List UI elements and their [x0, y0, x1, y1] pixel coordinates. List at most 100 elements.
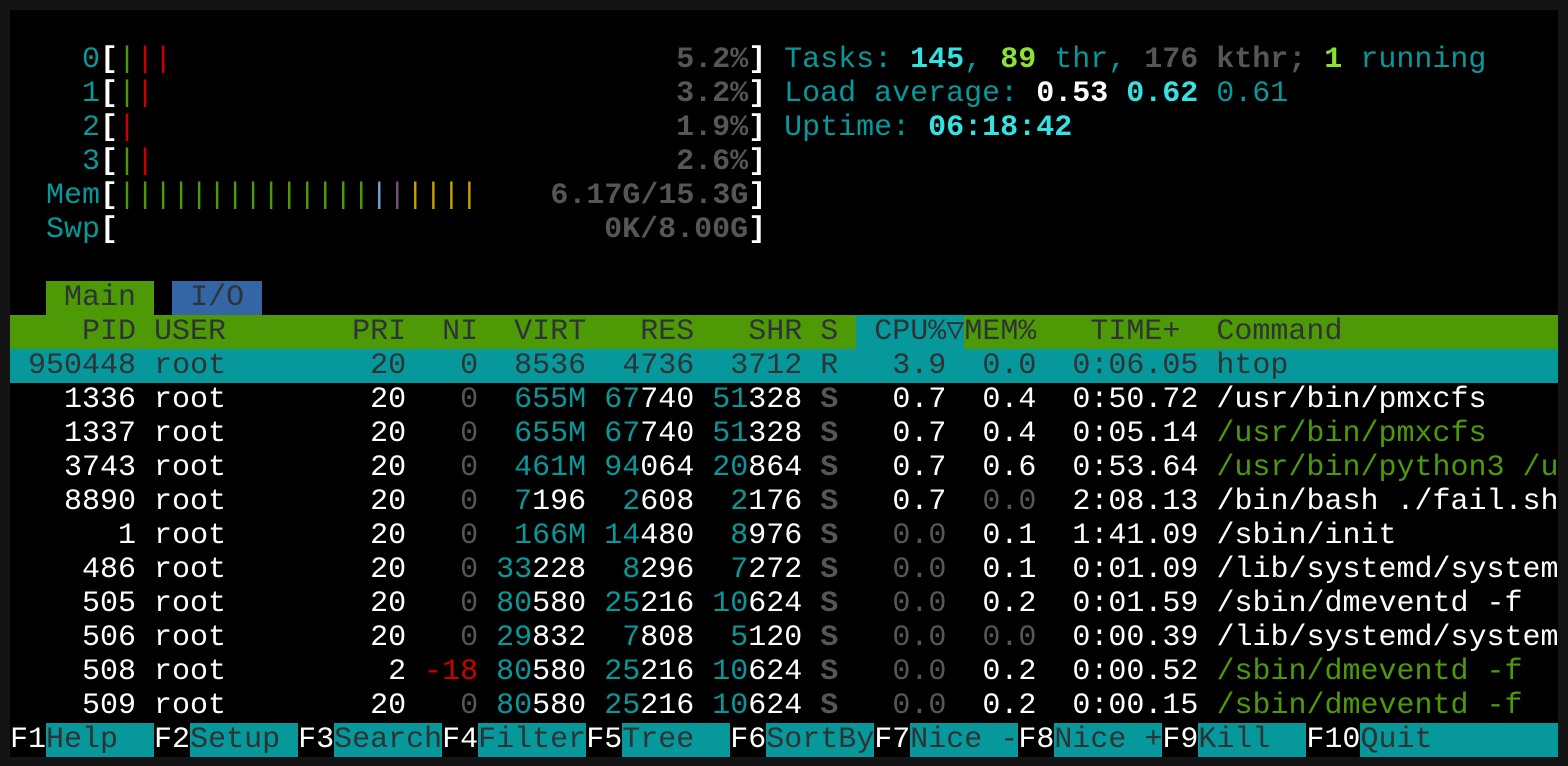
- process-row[interactable]: 1 root 20 0 166M 14480 8976 S 0.0 0.1 1:…: [10, 519, 1396, 553]
- spacer: [406, 553, 460, 587]
- meter-value: 1.9%: [676, 111, 749, 145]
- process-shr: 328: [748, 417, 803, 451]
- column-ni[interactable]: NI: [442, 315, 479, 349]
- spacer: [586, 485, 622, 519]
- process-row[interactable]: 3743 root 20 0 461M 94064 20864 S 0.7 0.…: [10, 451, 1558, 485]
- spacer: [1198, 519, 1216, 553]
- spacer: [802, 417, 820, 451]
- process-pid: 486: [82, 553, 137, 587]
- process-virt-high: 29: [496, 621, 533, 655]
- column-shr[interactable]: SHR: [748, 315, 803, 349]
- process-mem: 0.1: [982, 519, 1037, 553]
- spacer: [838, 451, 892, 485]
- column-header: PID USER PRI NI VIRT RES SHR S CPU%▽MEM%…: [10, 315, 1558, 349]
- process-state: S: [820, 655, 839, 689]
- spacer: [10, 621, 82, 655]
- spacer: [136, 689, 154, 723]
- process-shr-high: 20: [712, 451, 749, 485]
- spacer: [946, 587, 982, 621]
- footer-quit-button[interactable]: F10Quit: [1306, 723, 1558, 757]
- spacer: [10, 553, 82, 587]
- uptime: Uptime: 06:18:42: [10, 111, 1072, 145]
- process-row[interactable]: 8890 root 20 0 7196 2608 2176 S 0.7 0.0 …: [10, 485, 1558, 519]
- bracket: [: [100, 145, 119, 179]
- spacer: [478, 315, 515, 349]
- process-virt: 166M: [514, 519, 587, 553]
- tab-io[interactable]: I/O: [172, 281, 263, 315]
- process-cpu: 0.0: [892, 689, 947, 723]
- spacer: [1036, 349, 1073, 383]
- spacer: [694, 383, 712, 417]
- column-res[interactable]: RES: [640, 315, 695, 349]
- process-mem: 0.4: [982, 383, 1037, 417]
- footer-nice-button[interactable]: F7Nice -: [874, 723, 1019, 757]
- process-time: 0:50.72: [1072, 383, 1199, 417]
- footer-setup-button[interactable]: F2Setup: [154, 723, 299, 757]
- process-row[interactable]: 1336 root 20 0 655M 67740 51328 S 0.7 0.…: [10, 383, 1486, 417]
- spacer: [1036, 587, 1072, 621]
- spacer: [946, 519, 982, 553]
- spacer: [10, 179, 46, 213]
- column-pid[interactable]: PID: [82, 315, 137, 349]
- column-pri[interactable]: PRI: [352, 315, 407, 349]
- process-row[interactable]: 950448 root 20 0 8536 4736 3712 R 3.9 0.…: [10, 349, 1558, 383]
- column-command[interactable]: Command: [1216, 315, 1343, 349]
- process-shr: 624: [748, 689, 803, 723]
- process-virt: 580: [532, 655, 587, 689]
- process-row[interactable]: 506 root 20 0 29832 7808 5120 S 0.0 0.0 …: [10, 621, 1558, 655]
- process-row[interactable]: 486 root 20 0 33228 8296 7272 S 0.0 0.1 …: [10, 553, 1558, 587]
- spacer: [478, 451, 514, 485]
- spacer: [1198, 553, 1216, 587]
- load-5min: 0.62: [1126, 77, 1199, 111]
- column-mem[interactable]: MEM%: [964, 315, 1037, 349]
- process-res-high: 94: [604, 451, 641, 485]
- process-nice: 0: [460, 417, 479, 451]
- column-user[interactable]: USER: [154, 315, 227, 349]
- spacer: [1036, 315, 1091, 349]
- column-virt[interactable]: VIRT: [514, 315, 587, 349]
- process-res: 4736: [622, 349, 695, 383]
- function-key: F1: [10, 723, 47, 757]
- meter-bar-segment: |: [136, 77, 155, 111]
- running-label: running: [1342, 43, 1487, 77]
- spacer: [478, 621, 496, 655]
- bracket: ]: [748, 77, 767, 111]
- sep: ,: [964, 43, 1001, 77]
- process-shr: 864: [748, 451, 803, 485]
- footer-tree-button[interactable]: F5Tree: [586, 723, 731, 757]
- spacer: [478, 417, 514, 451]
- process-virt: 655M: [514, 417, 587, 451]
- process-pid: 508: [82, 655, 137, 689]
- bracket: ]: [748, 145, 767, 179]
- sep: [1198, 77, 1216, 111]
- tab-main[interactable]: Main: [46, 281, 155, 315]
- spacer: [1036, 485, 1072, 519]
- process-priority: 20: [370, 451, 407, 485]
- spacer: [154, 145, 676, 179]
- sort-desc-icon: ▽: [946, 315, 965, 349]
- footer-kill-button[interactable]: F9Kill: [1162, 723, 1307, 757]
- process-virt-high: 80: [496, 655, 533, 689]
- process-pid: 505: [82, 587, 137, 621]
- footer-help-button[interactable]: F1Help: [10, 723, 155, 757]
- spacer: [478, 689, 496, 723]
- footer-sortby-button[interactable]: F6SortBy: [730, 723, 875, 757]
- process-row[interactable]: 505 root 20 0 80580 25216 10624 S 0.0 0.…: [10, 587, 1522, 621]
- footer-filter-button[interactable]: F4Filter: [442, 723, 587, 757]
- footer-nice-button[interactable]: F8Nice +: [1018, 723, 1163, 757]
- spacer: [946, 417, 982, 451]
- column-time[interactable]: TIME+: [1090, 315, 1181, 349]
- footer-search-button[interactable]: F3Search: [298, 723, 443, 757]
- process-user: root: [154, 451, 227, 485]
- spacer: [694, 553, 730, 587]
- process-row[interactable]: 508 root 2 -18 80580 25216 10624 S 0.0 0…: [10, 655, 1523, 689]
- spacer: [838, 519, 892, 553]
- process-cpu: 0.0: [892, 587, 947, 621]
- process-command: /sbin/dmeventd -f: [1216, 655, 1523, 689]
- process-priority: 20: [370, 621, 407, 655]
- column-cpu[interactable]: CPU%: [856, 315, 947, 349]
- spacer: [136, 451, 154, 485]
- process-row[interactable]: 1337 root 20 0 655M 67740 51328 S 0.7 0.…: [10, 417, 1486, 451]
- column-state[interactable]: S: [820, 315, 839, 349]
- process-row[interactable]: 509 root 20 0 80580 25216 10624 S 0.0 0.…: [10, 689, 1522, 723]
